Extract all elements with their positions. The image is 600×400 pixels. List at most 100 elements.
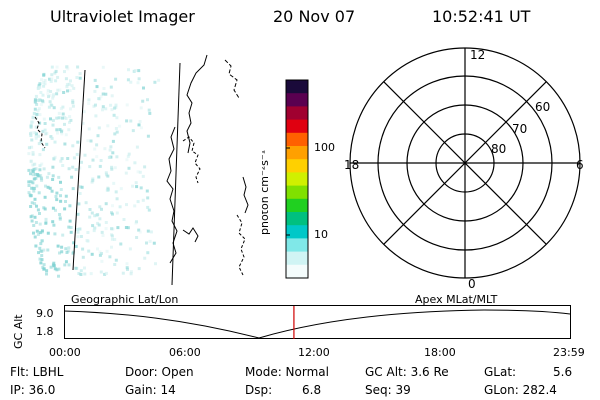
emission-dot xyxy=(121,271,125,275)
emission-dot xyxy=(67,128,71,132)
emission-dot xyxy=(31,151,35,154)
emission-dot xyxy=(52,93,55,97)
emission-dot xyxy=(63,263,67,267)
emission-dot xyxy=(42,267,46,271)
altitude-curve xyxy=(64,309,571,339)
emission-dot xyxy=(35,229,39,233)
emission-dot xyxy=(104,171,108,175)
emission-dot xyxy=(114,258,118,262)
emission-dot xyxy=(43,122,47,125)
emission-dot xyxy=(37,251,40,255)
info-seq: Seq: 39 xyxy=(365,383,411,397)
emission-dot xyxy=(86,231,90,234)
emission-dot xyxy=(113,238,117,241)
emission-dot xyxy=(137,123,141,127)
emission-dot xyxy=(54,208,57,212)
emission-dot xyxy=(68,89,72,92)
emission-dot xyxy=(108,255,112,259)
coastline-lower-right xyxy=(236,214,246,276)
emission-dot xyxy=(38,164,42,168)
emission-dot xyxy=(42,206,46,210)
emission-dot xyxy=(33,100,37,104)
emission-dot xyxy=(43,195,47,199)
emission-dot xyxy=(35,102,39,106)
emission-dot xyxy=(134,221,138,225)
emission-dot xyxy=(34,176,38,180)
emission-dot xyxy=(61,116,64,120)
emission-dot xyxy=(49,265,53,269)
emission-dot xyxy=(98,164,102,168)
emission-dot xyxy=(62,91,66,94)
emission-dot xyxy=(53,232,57,236)
emission-dot xyxy=(101,234,105,237)
emission-dot xyxy=(39,261,43,265)
emission-dot xyxy=(44,184,47,188)
emission-dot xyxy=(39,174,43,178)
emission-dot xyxy=(89,272,93,276)
emission-dot xyxy=(59,107,63,111)
emission-dot xyxy=(111,204,114,208)
colorbar-band xyxy=(286,159,308,173)
emission-dot xyxy=(50,65,54,69)
emission-dot xyxy=(71,101,75,105)
emission-dot xyxy=(98,205,102,209)
emission-dot xyxy=(60,132,64,136)
coastline-left xyxy=(34,116,46,149)
emission-dot xyxy=(79,273,83,276)
emission-dot xyxy=(46,231,50,235)
mlt-label-12: 12 xyxy=(470,48,485,62)
emission-dot xyxy=(50,77,54,81)
emission-dot xyxy=(99,95,103,99)
emission-dot xyxy=(31,115,35,119)
emission-dot xyxy=(51,165,55,169)
emission-dot xyxy=(36,174,40,178)
emission-dot xyxy=(49,135,53,139)
emission-dot xyxy=(94,114,98,118)
emission-dot xyxy=(71,104,75,108)
emission-dot xyxy=(141,99,145,103)
emission-dot xyxy=(101,92,105,96)
emission-dot xyxy=(76,65,80,69)
polar-grid: 12 0 18 6 60 70 80 xyxy=(344,47,584,290)
emission-dot xyxy=(112,181,116,185)
emission-dot xyxy=(41,129,45,133)
emission-dot xyxy=(147,108,151,112)
emission-dot xyxy=(114,190,118,194)
emission-dot xyxy=(99,252,103,255)
emission-dot xyxy=(55,128,59,132)
emission-dot xyxy=(78,192,82,195)
emission-dot xyxy=(99,270,103,274)
emission-dot xyxy=(75,152,79,156)
emission-dot xyxy=(30,214,34,218)
emission-dot xyxy=(103,272,107,276)
emission-dot xyxy=(84,201,88,205)
emission-dot xyxy=(60,157,64,161)
emission-dot xyxy=(47,105,51,109)
emission-dot xyxy=(109,103,113,107)
emission-dot xyxy=(54,69,58,73)
coastline-main xyxy=(186,54,208,154)
emission-dot xyxy=(34,172,38,176)
timeline-ylabel: GC Alt xyxy=(12,314,25,349)
emission-dot xyxy=(33,202,37,206)
emission-dot xyxy=(125,103,129,107)
time-label: 10:52:41 UT xyxy=(432,7,531,26)
emission-dot xyxy=(72,86,76,90)
emission-dot xyxy=(48,77,51,81)
emission-dot xyxy=(37,83,41,87)
emission-dot xyxy=(106,124,110,128)
emission-dot xyxy=(67,82,71,86)
colorbar-band xyxy=(286,264,308,279)
emission-dot xyxy=(29,215,33,219)
colorbar-band xyxy=(286,172,308,187)
emission-dot xyxy=(52,261,56,265)
emission-dot xyxy=(59,159,63,163)
emission-dot xyxy=(146,251,150,255)
emission-dot xyxy=(58,216,62,220)
emission-dot xyxy=(44,220,48,224)
emission-dot xyxy=(76,140,80,144)
emission-dot xyxy=(53,267,57,271)
emission-dot xyxy=(70,84,74,88)
coastline-center xyxy=(166,126,178,264)
emission-dot xyxy=(45,142,49,146)
